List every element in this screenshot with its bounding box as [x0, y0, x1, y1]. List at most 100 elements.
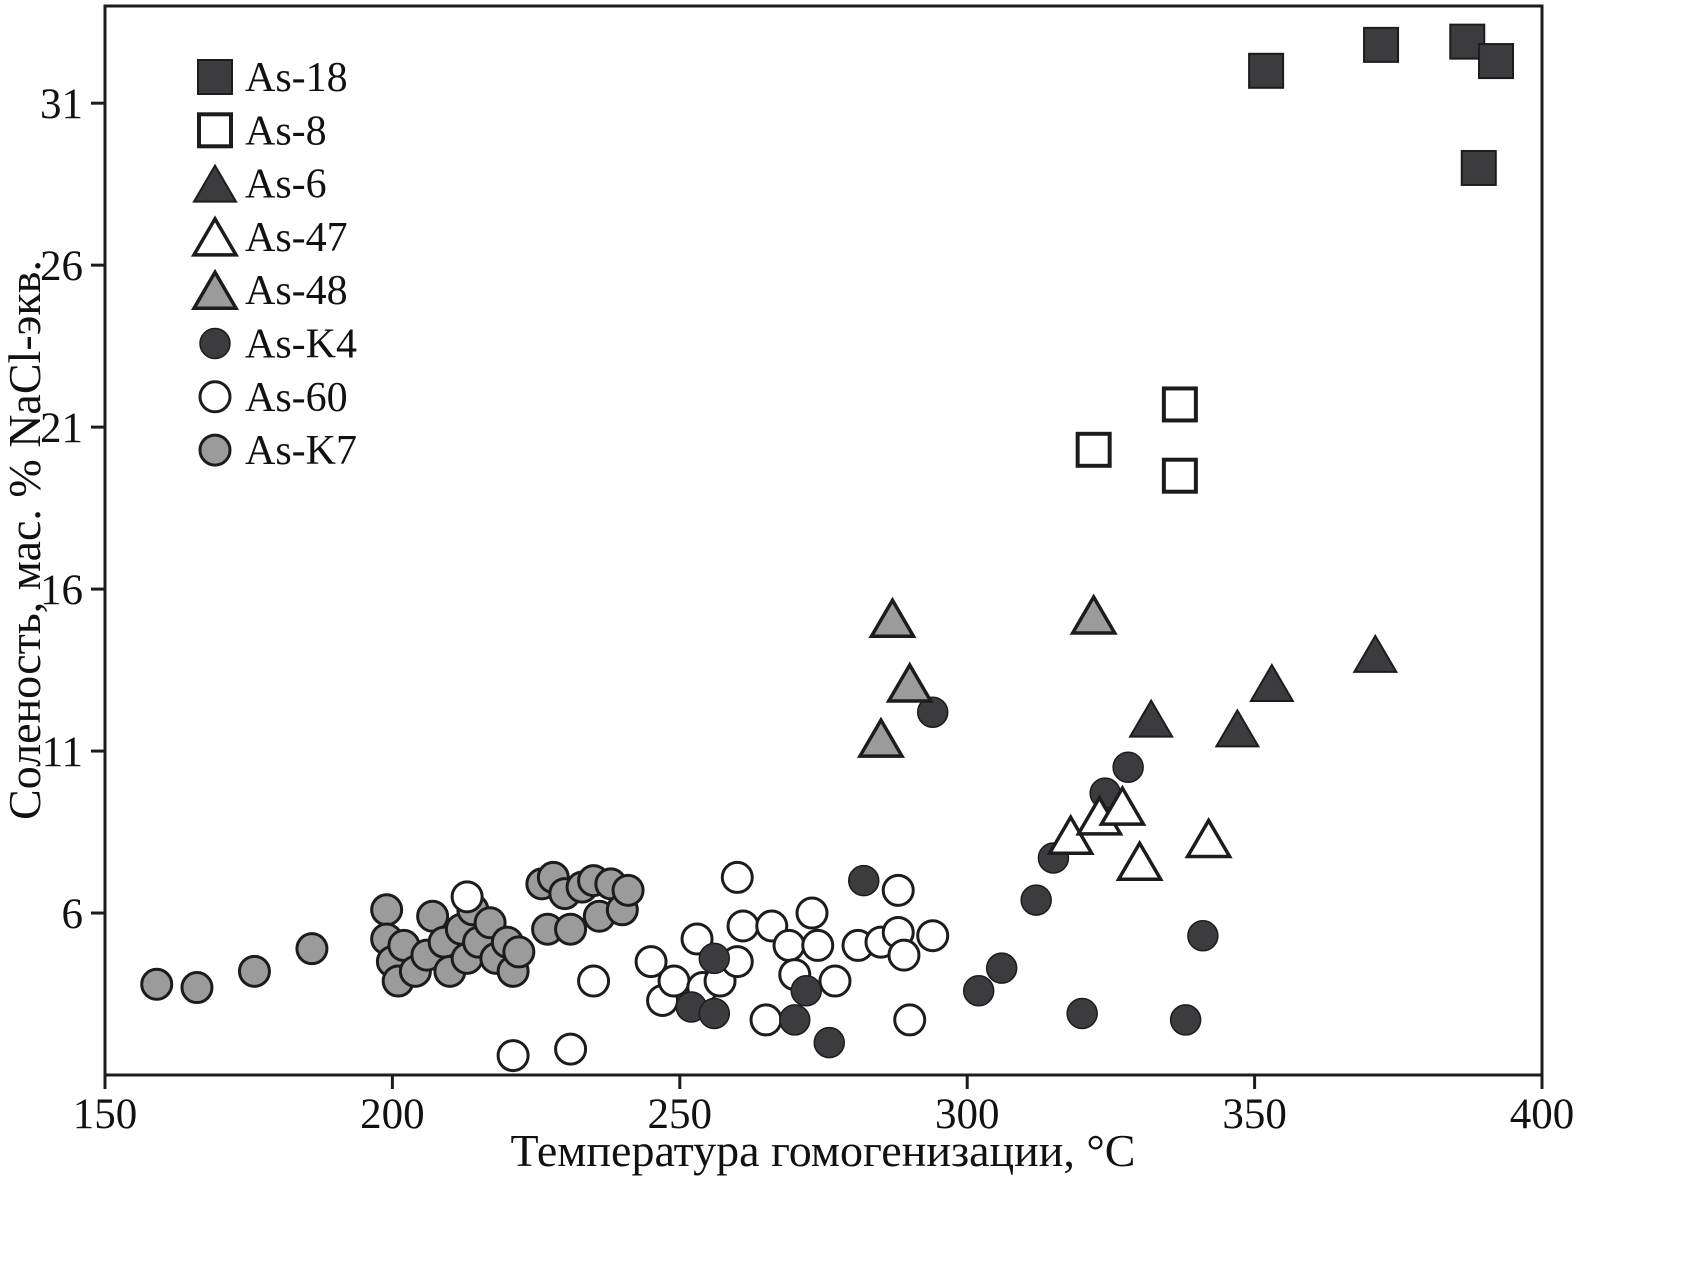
point-as-k7 — [237, 954, 271, 988]
legend-item-as-8: As-8 — [197, 108, 327, 154]
legend-item-as-60: As-60 — [198, 375, 348, 421]
legend-label-as-k4: As-K4 — [245, 322, 357, 368]
y-tick-label: 31 — [40, 81, 83, 128]
legend-marker-as-18 — [197, 59, 233, 95]
point-as-6 — [1128, 698, 1174, 738]
series-as-k4 — [675, 696, 1219, 1059]
point-as-60 — [881, 873, 915, 907]
y-tick-label: 6 — [62, 891, 84, 938]
point-as-6 — [1214, 708, 1261, 748]
point-as-k4 — [916, 696, 949, 728]
point-as-60 — [450, 880, 484, 914]
legend-item-as-6: As-6 — [192, 162, 327, 208]
legend-label-as-6: As-6 — [245, 162, 327, 208]
legend-marker-as-47 — [190, 215, 240, 257]
x-tick-label: 300 — [935, 1091, 1000, 1138]
legend-label-as-8: As-8 — [245, 108, 327, 154]
point-as-18 — [1363, 26, 1400, 63]
point-as-60 — [657, 964, 691, 998]
legend-label-as-47: As-47 — [245, 215, 348, 261]
legend-label-as-48: As-48 — [245, 268, 348, 314]
y-tick-label: 21 — [40, 405, 83, 452]
point-as-60 — [795, 896, 829, 930]
point-as-k4 — [813, 1026, 845, 1059]
point-as-k4 — [1066, 997, 1098, 1030]
legend-item-as-47: As-47 — [190, 215, 348, 261]
point-as-48 — [885, 661, 934, 703]
point-as-k4 — [790, 975, 823, 1007]
legend-item-as-18: As-18 — [197, 55, 348, 101]
point-as-48 — [868, 596, 917, 638]
point-as-60 — [577, 964, 611, 998]
point-as-k7 — [502, 935, 536, 969]
point-as-60 — [916, 919, 950, 953]
legend-marker-as-48 — [190, 268, 240, 310]
legend-marker-as-k4 — [199, 327, 231, 360]
legend-marker-as-6 — [192, 163, 238, 203]
point-as-8 — [1161, 386, 1198, 423]
point-as-k4 — [1169, 1004, 1202, 1036]
point-as-60 — [496, 1039, 530, 1073]
legend-marker-as-k7 — [198, 433, 232, 467]
series-as-8 — [1075, 386, 1198, 494]
point-as-18 — [1478, 43, 1515, 80]
point-as-k7 — [611, 873, 645, 907]
point-as-k4 — [1112, 751, 1144, 784]
point-as-k4 — [1020, 884, 1052, 916]
legend: As-18 As-8 As-6 As-47 As-48 As-K4 As-60 As-K7 — [190, 55, 357, 474]
point-as-60 — [749, 1003, 783, 1037]
y-tick-label: 11 — [42, 729, 83, 776]
point-as-8 — [1161, 457, 1198, 494]
y-tick-label: 26 — [40, 243, 83, 290]
point-as-6 — [1249, 663, 1295, 703]
point-as-k4 — [847, 864, 880, 897]
y-axis-title: Соленость, мас. % NaCl-экв. — [0, 260, 50, 820]
point-as-k7 — [554, 912, 588, 946]
x-tick-label: 150 — [73, 1091, 138, 1138]
point-as-60 — [772, 928, 806, 962]
point-as-k7 — [295, 932, 329, 966]
data-points — [140, 23, 1515, 1073]
series-as-k7 — [140, 860, 645, 1005]
series-as-6 — [1128, 633, 1399, 748]
point-as-k4 — [698, 997, 731, 1030]
series-as-18 — [1248, 23, 1515, 186]
point-as-k4 — [779, 1004, 811, 1036]
point-as-60 — [887, 938, 921, 972]
point-as-60 — [893, 1003, 927, 1037]
point-as-60 — [726, 909, 760, 943]
point-as-60 — [554, 1032, 588, 1066]
x-tick-label: 400 — [1510, 1091, 1575, 1138]
point-as-k7 — [140, 967, 174, 1001]
plot-border — [103, 4, 1544, 1077]
axis-ticks: 150 200 250 300 350 400 6 11 16 21 26 31 — [40, 81, 1574, 1138]
point-as-k4 — [1187, 919, 1219, 952]
point-as-k7 — [180, 971, 214, 1005]
y-tick-label: 16 — [40, 567, 83, 614]
x-axis-title: Температура гомогенизации, °C — [511, 1125, 1136, 1176]
point-as-47 — [1184, 817, 1233, 859]
x-tick-label: 250 — [648, 1091, 713, 1138]
point-as-60 — [818, 964, 852, 998]
point-as-k4 — [962, 975, 995, 1007]
legend-label-as-18: As-18 — [245, 55, 348, 101]
point-as-60 — [634, 945, 668, 979]
legend-item-as-k4: As-K4 — [199, 322, 357, 368]
point-as-47 — [1115, 839, 1164, 881]
legend-marker-as-60 — [198, 380, 232, 414]
point-as-k4 — [985, 952, 1018, 984]
legend-item-as-k7: As-K7 — [198, 428, 357, 474]
point-as-48 — [856, 716, 906, 758]
point-as-k4 — [698, 942, 731, 975]
point-as-60 — [720, 860, 754, 894]
point-as-8 — [1075, 431, 1112, 468]
point-as-6 — [1352, 633, 1399, 673]
point-as-48 — [1069, 593, 1118, 635]
legend-item-as-48: As-48 — [190, 268, 348, 314]
point-as-47 — [1098, 784, 1147, 826]
point-as-18 — [1248, 52, 1285, 89]
point-as-18 — [1460, 149, 1497, 186]
legend-label-as-k7: As-K7 — [245, 428, 357, 474]
